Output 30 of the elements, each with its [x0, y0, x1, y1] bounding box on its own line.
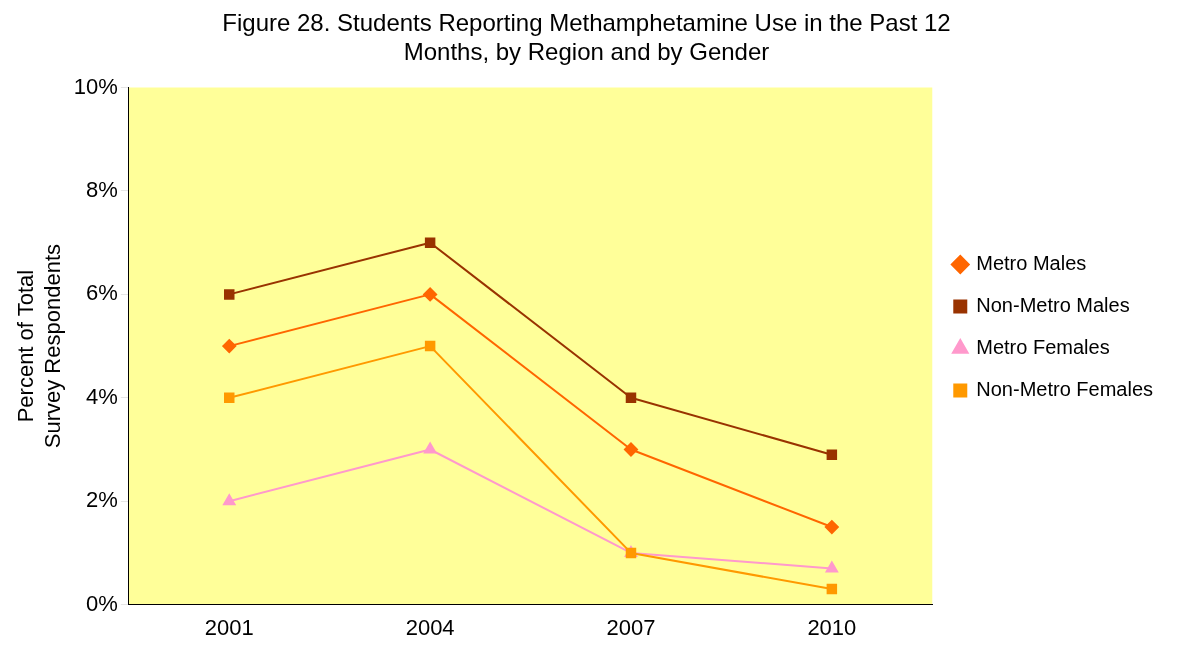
legend-label: Metro Females — [976, 336, 1110, 359]
legend-label: Non-Metro Males — [976, 294, 1130, 317]
chart-title: Figure 28. Students Reporting Methamphetamine Use in the Past 12 Months, by Region and by Gender — [222, 9, 951, 65]
point — [423, 287, 438, 302]
y-tick-label: 6% — [86, 280, 118, 306]
y-tick-label: 2% — [86, 487, 118, 513]
x-tick-label: 2004 — [405, 614, 455, 640]
point — [424, 340, 436, 352]
point — [423, 442, 437, 454]
point — [222, 339, 237, 354]
point — [224, 289, 235, 300]
point — [224, 392, 235, 404]
y-axis-title: Percent of Total Survey Respondents — [13, 243, 65, 449]
y-tick-label: 4% — [86, 383, 118, 409]
x-tick-label: 2010 — [807, 614, 857, 640]
point — [826, 449, 838, 460]
y-tick-label: 0% — [86, 590, 118, 616]
point — [824, 520, 839, 535]
x-tick-label: 2007 — [606, 614, 656, 640]
point — [826, 583, 838, 595]
point — [623, 442, 638, 457]
point — [825, 561, 839, 573]
point — [223, 494, 236, 506]
point — [424, 237, 436, 248]
point — [625, 392, 637, 404]
x-tick-label: 2001 — [204, 614, 254, 640]
legend-label: Non-Metro Females — [976, 378, 1153, 401]
y-tick-label: 8% — [86, 177, 118, 203]
legend-label: Metro Males — [976, 252, 1087, 275]
y-tick-label: 10% — [73, 73, 118, 99]
